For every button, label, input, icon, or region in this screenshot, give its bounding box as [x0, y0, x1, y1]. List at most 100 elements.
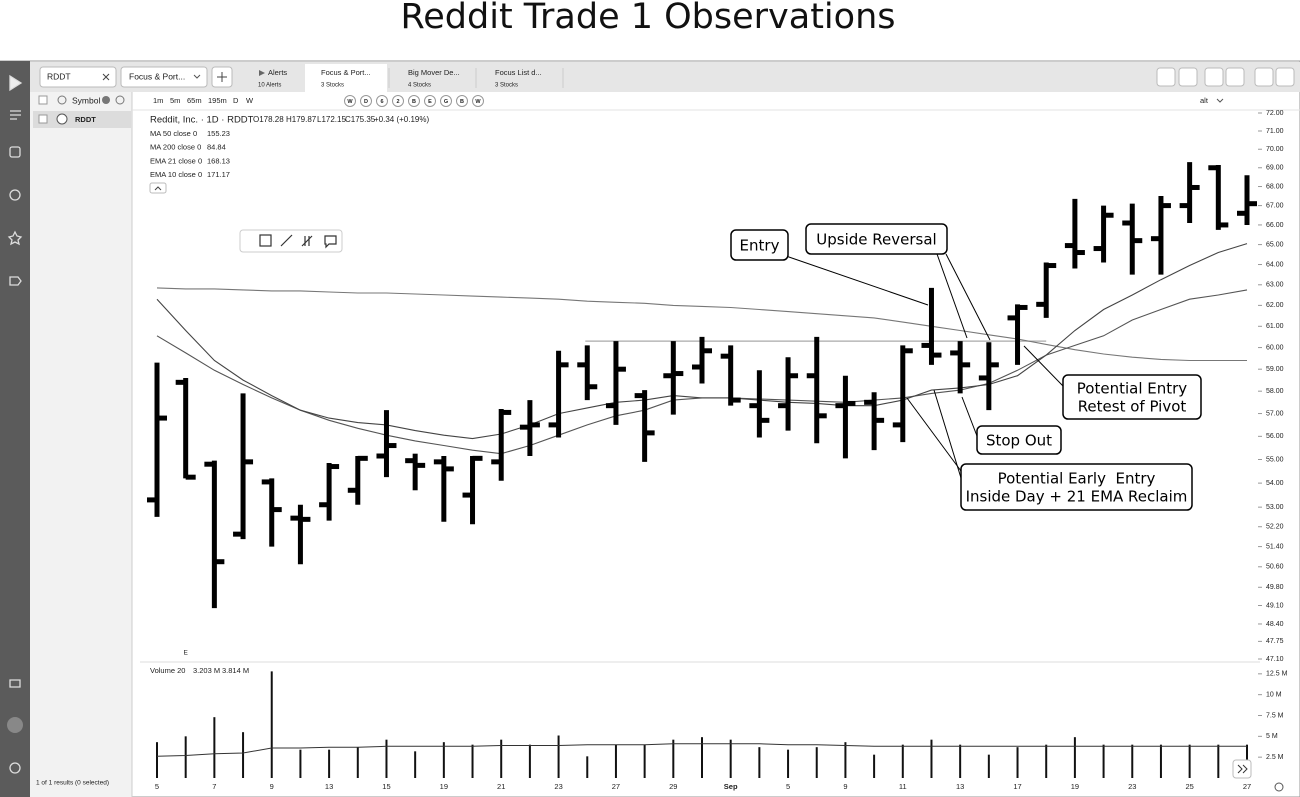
study-button-label: 6: [380, 99, 383, 105]
y-tick-label: 63.00: [1266, 282, 1284, 289]
study-button[interactable]: [424, 95, 436, 107]
x-tick-label: 29: [669, 782, 677, 791]
annotation-text: Inside Day + 21 EMA Reclaim: [966, 488, 1188, 506]
study-button[interactable]: [360, 95, 372, 107]
y-tick-label: 57.00: [1266, 410, 1284, 417]
watchlist-footer: 1 of 1 results (0 selected): [36, 780, 109, 787]
list-tab-title[interactable]: Big Mover De...: [408, 68, 460, 77]
earnings-marker: E: [184, 650, 189, 657]
note-tool[interactable]: [324, 235, 337, 249]
y-tick-label: 49.80: [1266, 584, 1284, 591]
x-button[interactable]: [1178, 67, 1198, 87]
annotation-text: Potential Early Entry: [998, 470, 1156, 488]
line-tool[interactable]: [280, 234, 293, 247]
news-button[interactable]: [1225, 67, 1245, 87]
study-button[interactable]: [456, 95, 468, 107]
x-tick-label: 13: [325, 782, 333, 791]
axis-settings[interactable]: [1274, 782, 1284, 792]
study-name: EMA 10 close 0: [150, 170, 202, 179]
star-icon[interactable]: [7, 230, 23, 246]
symbol-input[interactable]: [39, 66, 117, 88]
settings-icon[interactable]: [57, 95, 67, 105]
x-tick-label: 17: [1013, 782, 1021, 791]
clear-icon[interactable]: [102, 73, 110, 81]
x-tick-label: 21: [497, 782, 505, 791]
nav-sidebar: [0, 61, 30, 797]
grid-icon[interactable]: [9, 146, 21, 158]
y-tick-label: 47.75: [1266, 638, 1284, 645]
study-button[interactable]: [440, 95, 452, 107]
interval-button[interactable]: 5m: [170, 96, 180, 105]
list-view-button[interactable]: [1254, 67, 1274, 87]
x-tick-label: 19: [440, 782, 448, 791]
grid-view-button[interactable]: [1275, 67, 1295, 87]
collapse-button[interactable]: [149, 182, 167, 194]
quote-value: +0.34 (+0.19%): [374, 115, 429, 124]
y-tick-label: 72.00: [1266, 110, 1284, 117]
interval-button[interactable]: 195m: [208, 96, 227, 105]
y-tick-label: 47.10: [1266, 656, 1284, 663]
price-chart: 72.00 71.00 70.00 69.00 68.00 67.00 66.00 65.00…: [147, 110, 1288, 791]
study-value: 155.23: [207, 129, 230, 138]
drawing-toolbar: [239, 229, 343, 253]
study-button[interactable]: [392, 95, 404, 107]
x-tick-label: 23: [554, 782, 562, 791]
x-tick-label: 23: [1128, 782, 1136, 791]
list-tab-sub: 4 Stocks: [408, 83, 431, 89]
list-tab-title[interactable]: Focus & Port...: [321, 68, 371, 77]
x-tick-label: 15: [382, 782, 390, 791]
radar-icon[interactable]: [9, 189, 21, 201]
alt-button[interactable]: alt: [1200, 96, 1209, 105]
box-icon[interactable]: [9, 679, 21, 688]
list-select-text: Focus & Port...: [129, 71, 185, 81]
annotation-text: Upside Reversal: [816, 231, 936, 249]
study-button[interactable]: [376, 95, 388, 107]
nav-icons: [7, 74, 23, 774]
annotation-pointer: [961, 396, 978, 437]
y-tick-label: 60.00: [1266, 344, 1284, 351]
interval-button[interactable]: 65m: [187, 96, 202, 105]
list-select[interactable]: [120, 66, 208, 88]
logo[interactable]: [9, 74, 23, 92]
annotation-pointer: [785, 255, 929, 306]
y-tick-label: 61.00: [1266, 323, 1284, 330]
chart-button[interactable]: [1204, 67, 1224, 87]
study-button[interactable]: [344, 95, 356, 107]
watchlist-header: Symbol: [72, 95, 100, 105]
watchlist-panel: [30, 92, 132, 797]
study-name: EMA 21 close 0: [150, 156, 202, 165]
fib-tool[interactable]: [301, 235, 313, 247]
study-button[interactable]: [408, 95, 420, 107]
list-tab-sub: 3 Stocks: [321, 83, 344, 89]
menu-icon[interactable]: [10, 110, 21, 120]
collapse-icon: [154, 186, 162, 191]
annotation-pointer: [1023, 345, 1064, 387]
x-tick-label: 25: [1185, 782, 1193, 791]
watchlist-row[interactable]: [33, 111, 131, 128]
study-button-label: B: [412, 99, 416, 105]
row-checkbox[interactable]: [38, 114, 48, 124]
avatar[interactable]: [7, 717, 23, 733]
rect-tool[interactable]: [259, 234, 272, 247]
alerts-tab[interactable]: [248, 64, 302, 90]
share-button[interactable]: [1156, 67, 1176, 87]
annotation-text: Retest of Pivot: [1078, 398, 1187, 416]
select-all-checkbox[interactable]: [38, 95, 48, 105]
y-tick-label: 48.40: [1266, 621, 1284, 628]
help-icon[interactable]: [9, 762, 21, 774]
interval-button[interactable]: 1m: [153, 96, 163, 105]
x-tick-label: 7: [212, 782, 216, 791]
tag-icon[interactable]: [9, 276, 22, 286]
interval-button[interactable]: D: [233, 96, 239, 105]
quote-value: O178.28: [253, 115, 284, 124]
list-tab-title[interactable]: Focus List d...: [495, 68, 542, 77]
quote-value: C175.35: [345, 115, 376, 124]
interval-button[interactable]: W: [246, 96, 254, 105]
study-button[interactable]: [472, 95, 484, 107]
y-tick-label: 58.00: [1266, 388, 1284, 395]
watchlist-symbol: RDDT: [75, 115, 96, 124]
column-settings[interactable]: [115, 95, 125, 105]
x-tick-label: 27: [612, 782, 620, 791]
y-tick-label: 51.40: [1266, 543, 1284, 550]
study-button-label: W: [475, 99, 481, 105]
